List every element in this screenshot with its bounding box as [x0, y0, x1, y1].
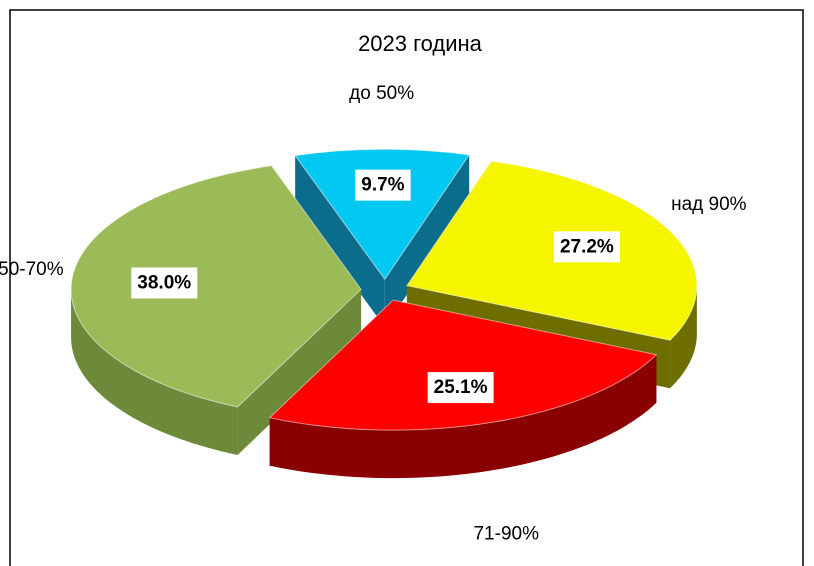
slice-top	[294, 148, 471, 281]
category-label: над 90%	[671, 194, 747, 215]
data-label-bg	[553, 231, 620, 263]
data-label: 27.2%	[560, 236, 614, 257]
data-label: 9.7%	[361, 175, 404, 196]
slice-top	[268, 299, 658, 431]
slice	[294, 148, 471, 328]
slice-side	[71, 288, 238, 455]
slice-wall	[384, 154, 470, 328]
data-label: 25.1%	[434, 377, 488, 398]
slice-top	[70, 165, 362, 408]
slice-wall	[237, 289, 362, 455]
slice-top	[406, 160, 698, 341]
category-label: 50-70%	[0, 259, 64, 280]
data-label-bg	[131, 267, 198, 299]
slice	[70, 165, 362, 455]
chart-title: 2023 година	[358, 31, 483, 56]
slice-wall	[295, 155, 385, 328]
category-label: 71-90%	[473, 524, 539, 545]
data-label-bg	[427, 372, 494, 404]
slice-side	[269, 354, 657, 479]
data-label-bg	[355, 169, 411, 201]
category-label: до 50%	[349, 83, 414, 104]
slice	[268, 299, 658, 479]
data-label: 38.0%	[137, 272, 191, 293]
slice-side	[670, 283, 697, 389]
